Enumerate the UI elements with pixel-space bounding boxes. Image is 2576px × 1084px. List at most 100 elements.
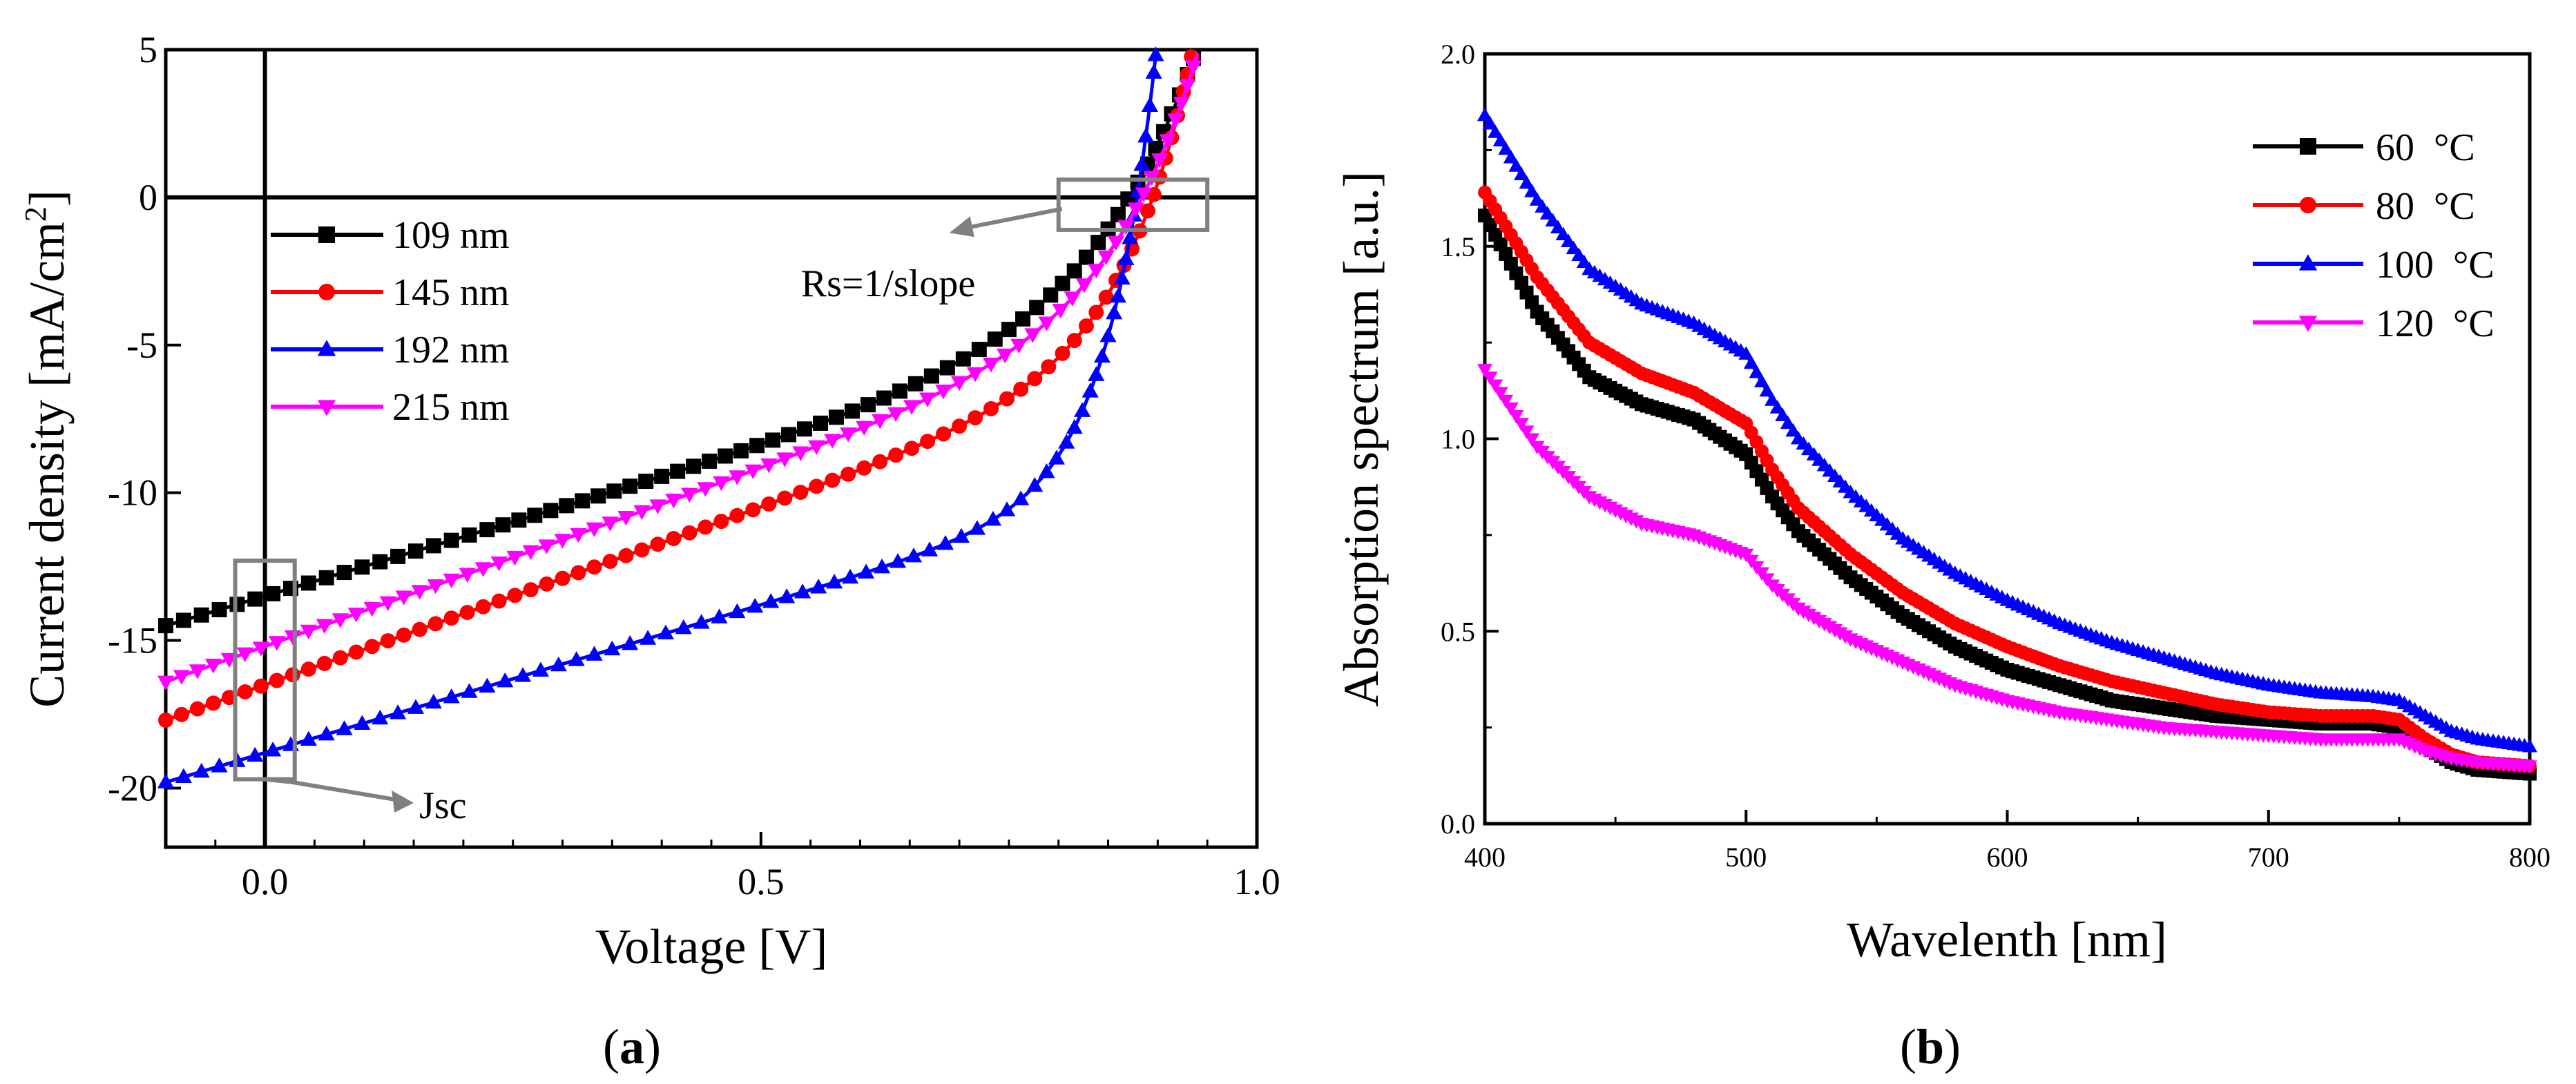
panel-a-data-point (1088, 264, 1105, 279)
panel-b-absorption-chart: 400 500 600 700 800 0.0 0.5 1.0 1.5 2.0 60 °C 80 °… (1334, 39, 2550, 1074)
panel-a-data-point (713, 514, 729, 530)
panel-b-data-point (1488, 124, 1503, 138)
panel-b-data-point (1498, 141, 1514, 155)
panel-a-data-point (253, 678, 269, 694)
panel-b-legend-label: 60 °C (2376, 126, 2475, 169)
panel-a-y-tick-label: 5 (139, 29, 157, 70)
panel-b-y-tick-label: 0.5 (1441, 616, 1475, 647)
panel-a-data-point (461, 527, 477, 543)
panel-a-data-point (825, 472, 840, 488)
panel-b-data-point (1765, 392, 1780, 406)
panel-a-data-point (1055, 345, 1070, 361)
panel-a-data-point (856, 460, 872, 476)
panel-b-y-tick-label: 1.5 (1441, 231, 1475, 262)
panel-b-legend-entry: 80 °C (2253, 185, 2475, 228)
panel-b-data-point (1753, 374, 1769, 387)
panel-a-data-point (189, 701, 205, 717)
panel-a-data-point (776, 452, 794, 467)
panel-a-data-point (793, 484, 809, 500)
panel-a-data-point (1015, 311, 1031, 327)
panel-a-data-point (372, 554, 388, 570)
panel-b-x-tick-label: 800 (2509, 842, 2550, 873)
panel-a-data-point (237, 684, 253, 699)
panel-a-data-point (316, 619, 333, 634)
panel-a-data-point (602, 516, 619, 532)
panel-b-y-tick-label: 0.0 (1441, 809, 1475, 840)
panel-a-data-point (1151, 153, 1169, 168)
panel-a-data-point (527, 507, 543, 523)
panel-a-data-point (236, 647, 254, 663)
panel-a-data-point (175, 768, 192, 783)
panel-a-data-point (860, 397, 876, 413)
panel-a-y-axis-title: Current density [mA/cm2] (19, 190, 75, 708)
panel-b-legend-marker (2298, 254, 2318, 271)
panel-a-data-point (550, 656, 567, 672)
panel-a-legend-label: 192 nm (392, 329, 510, 371)
panel-b-label: (b) (1900, 1019, 1961, 1074)
panel-a-data-point (844, 403, 860, 419)
panel-a-data-point (876, 390, 892, 406)
panel-a-legend-entry: 109 nm (271, 214, 510, 257)
panel-a-data-point (459, 604, 475, 620)
panel-a-data-point (762, 593, 780, 608)
panel-a-data-point (983, 400, 999, 416)
panel-a-data-point (968, 520, 986, 535)
panel-a-data-point (892, 383, 907, 399)
panel-a-data-point (713, 476, 730, 492)
panel-b-legend-label: 120 °C (2376, 302, 2495, 345)
panel-a-y-tick-label: -20 (108, 767, 157, 809)
panel-a-data-point (702, 453, 718, 469)
panel-a-data-point (657, 624, 675, 640)
panel-b-data-point (1738, 346, 1754, 360)
panel-a-data-point (427, 579, 444, 594)
panel-a-data-point (1098, 289, 1114, 305)
panel-a-data-point (987, 331, 1003, 347)
panel-a-data-point (733, 443, 749, 458)
panel-a-data-point (390, 704, 407, 719)
panel-a-data-point (765, 432, 781, 448)
panel-a-data-point (570, 528, 587, 543)
panel-a-data-point (650, 536, 666, 552)
panel-a-data-point (1001, 322, 1017, 338)
panel-a-data-point (265, 742, 282, 757)
panel-a-data-point (840, 466, 856, 482)
panel-a-data-point (507, 588, 523, 603)
panel-a-data-point (175, 612, 191, 628)
panel-a-data-point (920, 434, 936, 449)
panel-a-data-point (1097, 250, 1115, 266)
panel-a-ticks: 0.0 0.5 1.0 5 0 -5 -10 -15 -20 (108, 29, 1280, 902)
panel-a-plot-frame (164, 48, 1259, 849)
panel-a-data-point (252, 641, 269, 657)
panel-a-data-point (1064, 291, 1081, 307)
panel-a-data-point (675, 619, 692, 635)
panel-a-series-215-nm (157, 52, 1202, 691)
panel-a-data-point (1127, 202, 1144, 217)
panel-a-data-point (1179, 79, 1196, 94)
panel-b-data-point (1482, 371, 1498, 385)
panel-a-data-point (682, 525, 698, 541)
panel-a-data-point (1113, 269, 1131, 285)
panel-a-data-point (622, 478, 638, 494)
panel-a-x-tick-label: 1.0 (1233, 861, 1280, 902)
panel-b-data-point (1519, 175, 1535, 189)
panel-a-data-point (506, 550, 523, 566)
panel-a-data-point (654, 468, 670, 484)
panel-a-data-point (543, 503, 559, 519)
panel-a-data-point (539, 576, 555, 592)
panel-b-data-point (1513, 166, 1529, 181)
panel-a-annotations: Rs=1/slope Jsc (233, 177, 1210, 827)
panel-a-y-tick-label: -10 (108, 472, 157, 514)
panel-a-data-point (380, 633, 396, 649)
panel-a-y-tick-label: -15 (108, 620, 157, 661)
panel-a-legend-label: 215 nm (392, 386, 510, 429)
panel-a-data-point (744, 464, 762, 480)
panel-a-data-point (1012, 490, 1030, 505)
panel-a-data-point (1148, 140, 1164, 156)
panel-b-data-point (1482, 115, 1498, 130)
panel-a-data-point (998, 501, 1016, 516)
panel-a-data-point (939, 360, 955, 376)
panel-a-data-point (555, 570, 570, 586)
panel-a-data-point (157, 675, 175, 691)
panel-a-data-point (354, 715, 371, 730)
panel-a-data-point (666, 530, 682, 546)
